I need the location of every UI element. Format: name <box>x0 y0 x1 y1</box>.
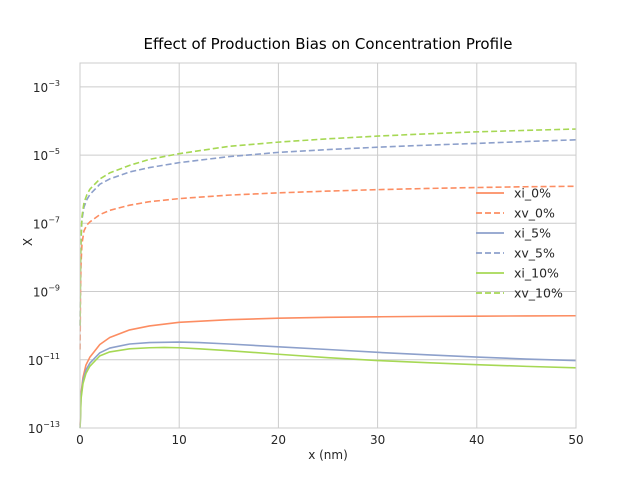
chart-title: Effect of Production Bias on Concentrati… <box>144 35 513 53</box>
y-tick-base: 10 <box>33 217 48 231</box>
y-tick-label: 10−11 <box>28 352 60 368</box>
y-tick-label: 10−13 <box>28 420 60 436</box>
legend-entry-label: xi_10% <box>514 266 559 281</box>
legend-entry-label: xi_5% <box>514 226 551 241</box>
y-tick-exponent: −7 <box>48 215 60 224</box>
y-tick-base: 10 <box>33 286 48 300</box>
x-tick-label: 10 <box>172 433 187 447</box>
legend-entry-label: xi_0% <box>514 186 551 201</box>
y-tick-label: 10−3 <box>33 79 60 95</box>
plot-frame <box>79 62 577 429</box>
series-line-xv_0% <box>79 185 577 350</box>
x-tick-label: 40 <box>469 433 484 447</box>
x-tick-label: 0 <box>76 433 84 447</box>
x-tick-label: 50 <box>568 433 583 447</box>
y-tick-exponent: −5 <box>48 147 60 156</box>
x-tick-labels: 0 10 20 30 40 50 <box>76 433 583 447</box>
x-tick-label: 20 <box>271 433 286 447</box>
y-tick-label: 10−7 <box>33 215 60 231</box>
plot-lines <box>79 128 577 429</box>
y-tick-label: 10−9 <box>33 284 60 300</box>
legend-entry-label: xv_5% <box>514 246 555 261</box>
series-line-xi_5% <box>79 341 577 429</box>
legend: xi_0% xv_0% xi_5% xv_5% xi_10% xv_10% <box>476 186 563 301</box>
series-line-xv_10% <box>79 128 577 326</box>
y-axis-label: X <box>21 238 35 246</box>
y-tick-label: 10−5 <box>33 147 60 163</box>
y-tick-exponent: −11 <box>43 352 60 361</box>
y-tick-base: 10 <box>33 81 48 95</box>
y-tick-exponent: −13 <box>43 420 60 429</box>
legend-entry-label: xv_0% <box>514 206 555 221</box>
x-axis-label: x (nm) <box>308 448 348 462</box>
y-tick-exponent: −3 <box>48 79 60 88</box>
y-tick-base: 10 <box>28 354 43 368</box>
x-tick-label: 30 <box>370 433 385 447</box>
legend-entry-label: xv_10% <box>514 286 563 301</box>
series-line-xi_10% <box>79 346 577 429</box>
series-line-xi_0% <box>79 314 577 426</box>
y-tick-exponent: −9 <box>48 284 60 293</box>
y-tick-base: 10 <box>28 422 43 436</box>
grid <box>79 63 577 429</box>
y-tick-base: 10 <box>33 149 48 163</box>
